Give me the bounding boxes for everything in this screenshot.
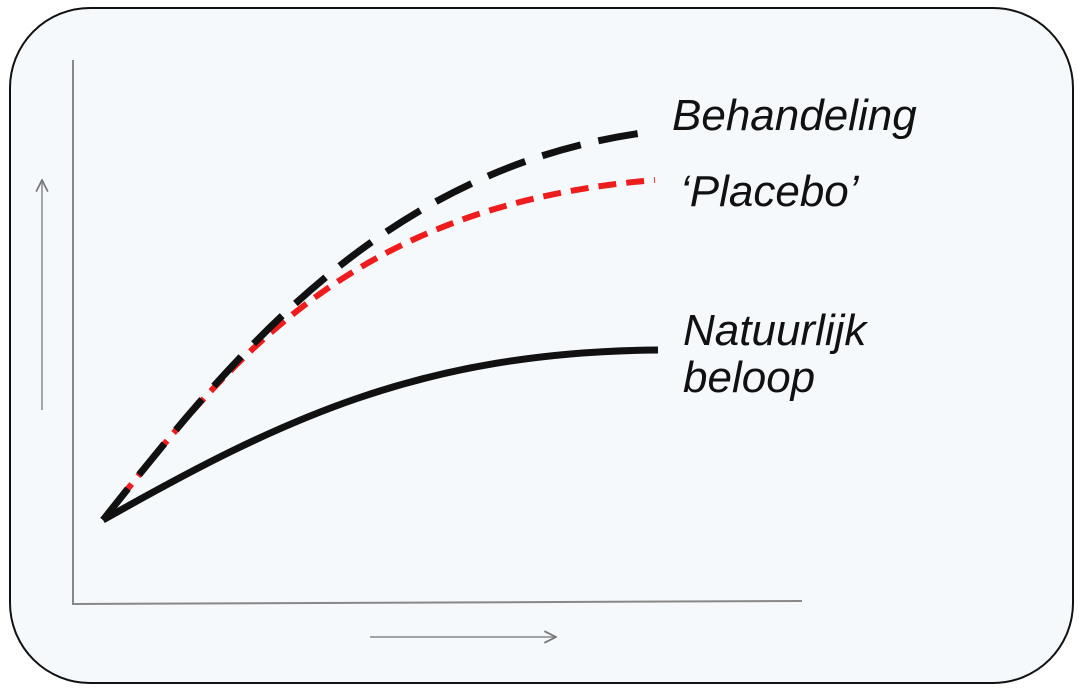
x-axis: [72, 600, 803, 605]
curve-label: Natuurlijk: [683, 306, 868, 355]
curve-label: Behandeling: [672, 91, 917, 140]
natural-course-curve: [101, 346, 659, 524]
curve-label: beloop: [683, 353, 815, 402]
treatment-curve: [100, 129, 643, 523]
curve-label: ‘Placebo’: [680, 167, 860, 216]
frame: [9, 7, 1074, 684]
